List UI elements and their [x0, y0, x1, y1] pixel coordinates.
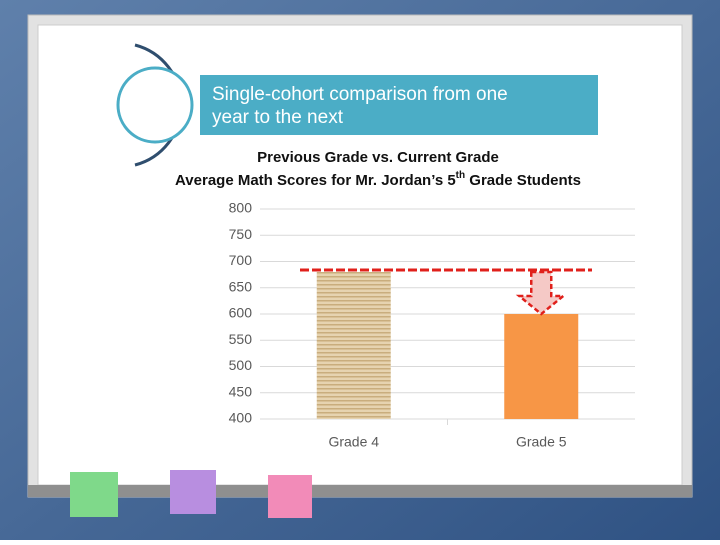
y-tick-label: 500 — [229, 357, 253, 373]
subtitle-part: Grade Students — [465, 172, 581, 189]
y-tick-label: 700 — [229, 252, 253, 268]
y-tick-label: 650 — [229, 278, 253, 294]
subtitle-part: th — [456, 170, 465, 181]
decor-circle — [116, 66, 194, 144]
header-text: Single-cohort comparison from one — [212, 84, 508, 105]
sticky-note — [170, 470, 216, 514]
x-tick-label: Grade 4 — [328, 434, 379, 450]
plot: 400 450 500 550 600 650 700 750 800 Grade 4 Grade … — [229, 200, 635, 450]
y-tick-label: 800 — [229, 200, 253, 216]
header-box — [200, 75, 598, 135]
x-tick-label: Grade 5 — [516, 434, 567, 450]
board-tray — [28, 485, 692, 497]
bar — [504, 314, 579, 419]
sticky-note — [268, 475, 312, 518]
y-tick-label: 450 — [229, 383, 253, 399]
header-text: year to the next — [212, 107, 344, 128]
y-tick-label: 750 — [229, 226, 253, 242]
subtitle-part: Average Math Scores for Mr. Jordan’s 5 — [175, 172, 456, 189]
sticky-note — [70, 472, 118, 517]
y-tick-label: 400 — [229, 410, 253, 426]
y-tick-label: 550 — [229, 331, 253, 347]
drop-arrow — [515, 270, 567, 316]
chart-title: Previous Grade vs. Current Grade — [257, 149, 499, 166]
chart-subtitle: Average Math Scores for Mr. Jordan’s 5th… — [175, 170, 581, 189]
y-tick-label: 600 — [229, 305, 253, 321]
bar — [316, 272, 391, 419]
